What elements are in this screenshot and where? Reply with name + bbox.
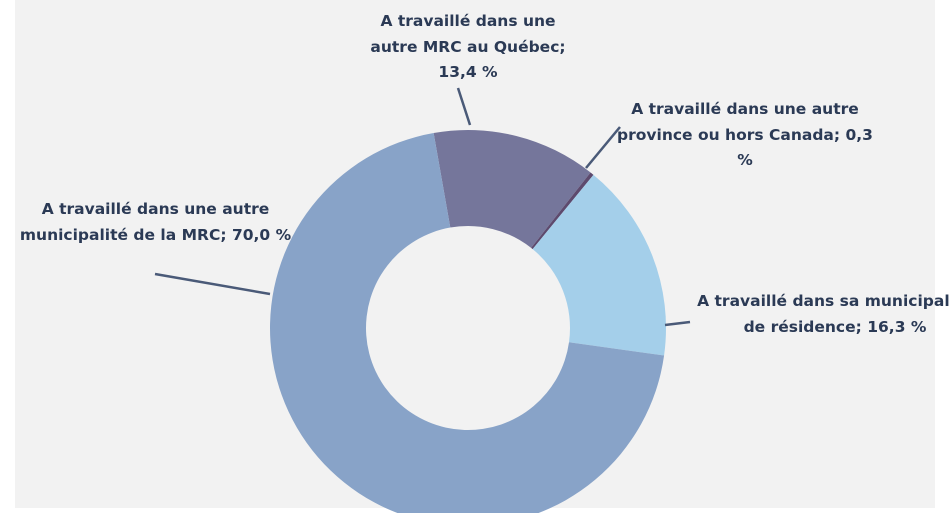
donut-segment (531, 172, 594, 250)
data-label: A travaillé dans une autre province ou h… (610, 97, 880, 174)
category-label: A travaillé dans une autre municipalité … (19, 200, 270, 244)
donut-segment (532, 174, 666, 356)
value-label: 16,3 % (867, 317, 927, 336)
category-label: A travaillé dans sa municipalité de rési… (697, 292, 950, 336)
data-label: A travaillé dans sa municipalité de rési… (695, 289, 950, 340)
leader-line (456, 87, 472, 126)
leader-line (664, 320, 691, 327)
value-label: 70,0 % (231, 225, 292, 244)
leader-line (154, 272, 271, 296)
donut-segment (433, 130, 591, 248)
data-label: A travaillé dans une autre MRC au Québec… (368, 9, 568, 86)
data-label: A travaillé dans une autre municipalité … (18, 197, 293, 248)
category-label: A travaillé dans une autre province ou h… (617, 100, 859, 144)
leader-line (585, 126, 621, 169)
value-label: 13,4 % (438, 63, 498, 81)
value-label: 0,3 % (737, 125, 873, 170)
category-label: A travaillé dans une autre MRC au Québec… (370, 12, 566, 56)
chart-panel (15, 0, 935, 508)
donut-segment (270, 133, 665, 513)
